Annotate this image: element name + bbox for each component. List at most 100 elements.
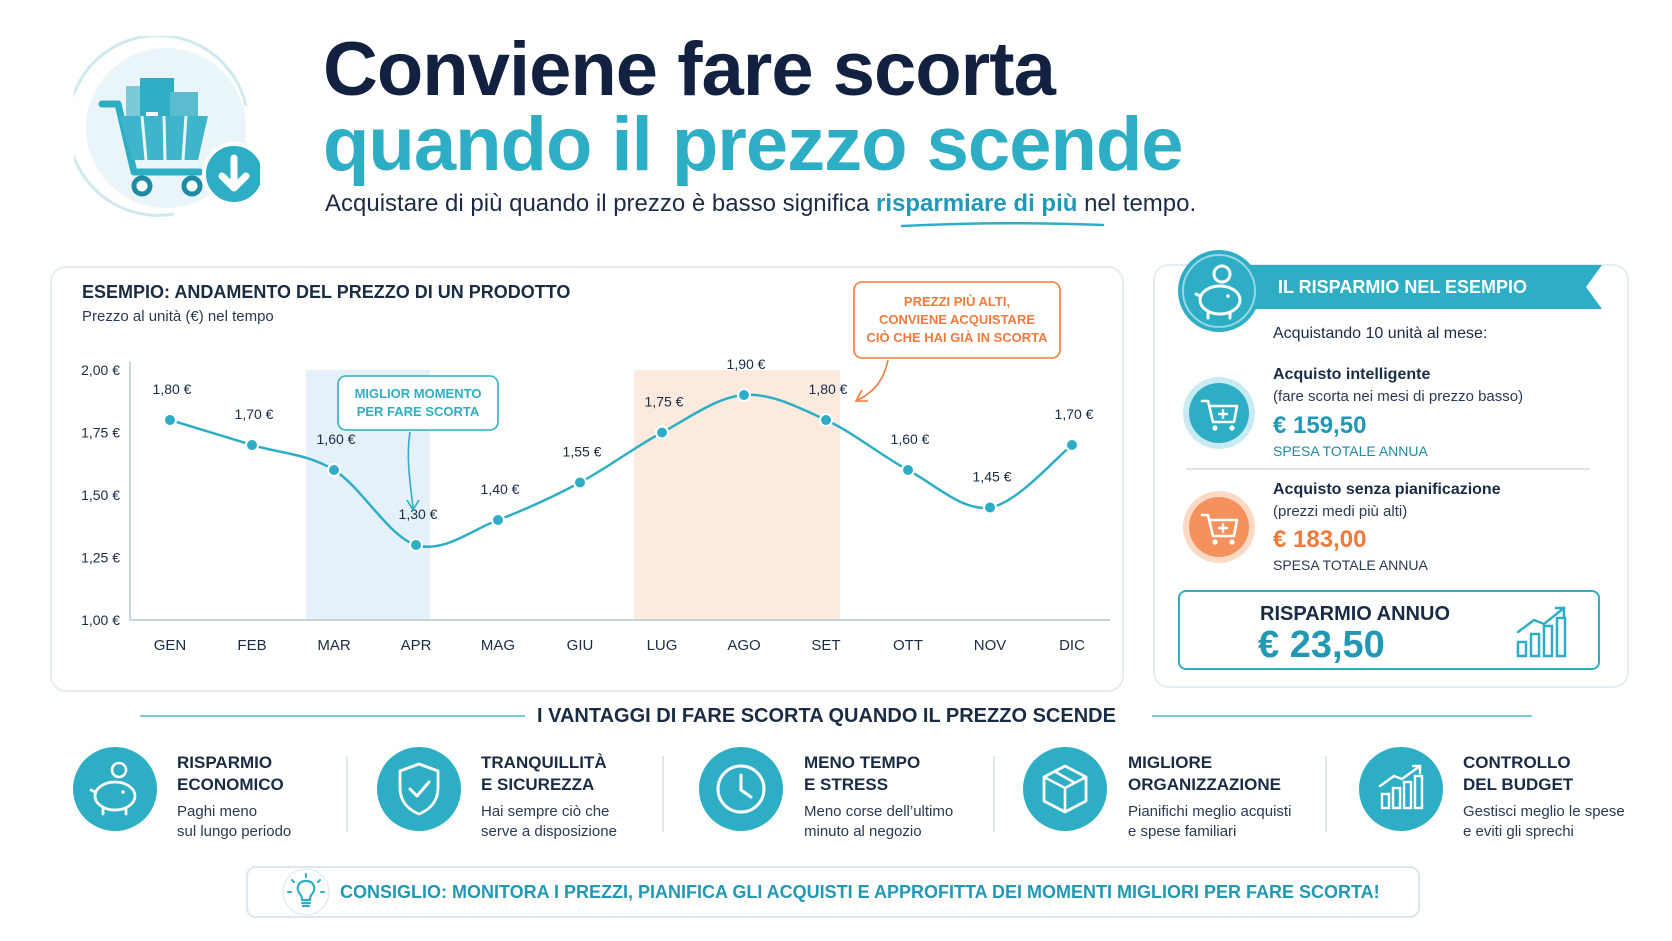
y-tick-label: 2,00 € xyxy=(81,362,120,378)
x-tick-label: LUG xyxy=(647,637,678,654)
x-tick-label: GEN xyxy=(154,637,187,654)
data-point-dic xyxy=(1065,438,1079,452)
annotation-best-moment-arrow xyxy=(407,431,414,509)
y-tick-label: 1,50 € xyxy=(81,487,120,503)
annotation-best-moment-text: MIGLIOR MOMENTO xyxy=(355,386,482,401)
annotation-high-prices-text: CIÒ CHE HAI GIÀ IN SCORTA xyxy=(866,330,1048,345)
unplanned-purchase-label: SPESA TOTALE ANNUA xyxy=(1273,557,1428,573)
y-tick-label: 1,75 € xyxy=(81,425,120,441)
advantage-3-title: MENO TEMPO E STRESS xyxy=(804,752,920,796)
advantage-5-desc1: Gestisci meglio le spese xyxy=(1463,803,1625,820)
advantage-4-desc: Pianifichi meglio acquisti e spese famili… xyxy=(1128,802,1291,842)
data-label-apr: 1,30 € xyxy=(399,506,438,522)
subtitle-highlight: risparmiare di più xyxy=(876,190,1078,217)
advantage-5-title: CONTROLLO DEL BUDGET xyxy=(1463,752,1573,796)
annotation-high-prices-arrowhead xyxy=(854,389,868,402)
piggy-bank-icon xyxy=(73,747,157,831)
annotation-high-prices-arrow xyxy=(857,359,889,401)
data-point-nov xyxy=(983,500,997,515)
advantage-separator xyxy=(346,756,348,832)
annotation-best-moment-box xyxy=(337,375,499,431)
y-tick-label: 1,25 € xyxy=(81,550,120,566)
advantages-title: I VANTAGGI DI FARE SCORTA QUANDO IL PREZ… xyxy=(537,705,1116,727)
advantage-4-desc2: e spese familiari xyxy=(1128,823,1237,840)
data-point-gen xyxy=(163,413,177,427)
advantage-1-desc1: Paghi meno xyxy=(177,803,258,820)
savings-ribbon xyxy=(1244,265,1602,309)
price-line-chart: 2,00 € 1,75 € 1,50 € 1,25 € 1,00 € GEN FEB MAR A… xyxy=(81,281,1110,654)
annual-savings-box xyxy=(1178,590,1600,670)
data-point-set xyxy=(819,413,833,427)
annual-savings-value: € 23,50 xyxy=(1258,624,1385,666)
data-point-giu xyxy=(573,475,587,490)
box-icon xyxy=(1023,747,1107,831)
advantage-3-desc: Meno corse dell’ultimo minuto al negozio xyxy=(804,802,953,842)
data-label-nov: 1,45 € xyxy=(973,469,1012,485)
unplanned-purchase-note: (prezzi medi più alti) xyxy=(1273,503,1408,520)
cart-unplanned-icon xyxy=(1183,491,1255,563)
data-point-ago xyxy=(737,388,751,402)
advantage-separator xyxy=(662,756,664,832)
bar-chart-icon xyxy=(1359,747,1443,831)
annotation-best-moment-text: PER FARE SCORTA xyxy=(357,404,480,419)
data-label-giu: 1,55 € xyxy=(563,444,602,460)
tip-box xyxy=(246,866,1420,918)
data-label-feb: 1,70 € xyxy=(235,406,274,422)
x-tick-label: OTT xyxy=(893,637,923,654)
savings-divider xyxy=(1186,468,1590,470)
data-point-apr xyxy=(409,538,423,552)
unplanned-purchase-amount: € 183,00 xyxy=(1273,526,1367,553)
annotation-high-prices-text: CONVIENE ACQUISTARE xyxy=(879,312,1035,327)
x-tick-label: AGO xyxy=(727,637,760,654)
advantage-5-line1: CONTROLLO xyxy=(1463,753,1571,772)
data-label-lug: 1,75 € xyxy=(645,394,684,410)
advantage-5-desc2: e eviti gli sprechi xyxy=(1463,823,1574,840)
shield-check-icon xyxy=(377,747,461,831)
data-point-feb xyxy=(245,438,259,452)
data-point-mag xyxy=(491,513,505,527)
advantage-2-desc2: serve a disposizione xyxy=(481,823,617,840)
x-tick-label: SET xyxy=(811,637,840,654)
advantage-4-line1: MIGLIORE xyxy=(1128,753,1213,772)
advantage-1-line2: ECONOMICO xyxy=(177,775,284,794)
unplanned-purchase-title: Acquisto senza pianificazione xyxy=(1273,481,1501,498)
cart-smart-icon xyxy=(1183,377,1255,449)
annotation-best-moment-arrowhead xyxy=(406,499,420,512)
annual-savings-label: RISPARMIO ANNUO xyxy=(1260,603,1450,625)
x-tick-label: MAG xyxy=(481,637,515,654)
advantages-line-left xyxy=(140,715,525,717)
page-subtitle: Acquistare di più quando il prezzo è bas… xyxy=(325,190,1196,218)
subtitle-underline xyxy=(900,221,1105,228)
growth-chart-icon xyxy=(1516,606,1567,658)
chart-title: ESEMPIO: ANDAMENTO DEL PREZZO DI UN PROD… xyxy=(82,282,571,302)
advantage-3-line1: MENO TEMPO xyxy=(804,753,921,772)
subtitle-before: Acquistare di più quando il prezzo è bas… xyxy=(325,190,876,217)
advantage-3-desc2: minuto al negozio xyxy=(804,823,922,840)
shopping-cart-down-icon xyxy=(74,36,260,217)
advantage-2-desc: Hai sempre ciò che serve a disposizione xyxy=(481,802,617,842)
advantage-4-line2: ORGANIZZAZIONE xyxy=(1128,775,1281,794)
page-title-line2: quando il prezzo scende xyxy=(323,102,1184,187)
x-tick-label: DIC xyxy=(1059,637,1085,654)
advantage-separator xyxy=(1325,756,1327,832)
advantage-3-line2: E STRESS xyxy=(804,775,889,794)
advantage-2-desc1: Hai sempre ciò che xyxy=(481,803,610,820)
x-tick-label: NOV xyxy=(974,637,1007,654)
data-point-ott xyxy=(901,463,915,477)
advantages-line-right xyxy=(1152,715,1532,717)
clock-icon xyxy=(699,747,783,831)
data-label-gen: 1,80 € xyxy=(153,381,192,397)
chart-subtitle: Prezzo al unità (€) nel tempo xyxy=(82,308,274,325)
annotation-high-prices-text: PREZZI PIÙ ALTI, xyxy=(904,294,1010,309)
lightbulb-icon xyxy=(282,868,330,916)
savings-ribbon-title: IL RISPARMIO NEL ESEMPIO xyxy=(1278,277,1528,297)
data-label-dic: 1,70 € xyxy=(1055,406,1094,422)
data-label-mar: 1,60 € xyxy=(317,431,356,447)
tip-text: CONSIGLIO: MONITORA I PREZZI, PIANIFICA … xyxy=(340,882,1380,902)
advantage-1-desc: Paghi meno sul lungo periodo xyxy=(177,802,291,842)
page-title-line1: Conviene fare scorta xyxy=(323,27,1056,112)
data-label-ott: 1,60 € xyxy=(891,431,930,447)
x-tick-label: GIU xyxy=(567,637,594,654)
smart-purchase-amount: € 159,50 xyxy=(1273,412,1367,439)
x-tick-label: FEB xyxy=(237,637,266,654)
